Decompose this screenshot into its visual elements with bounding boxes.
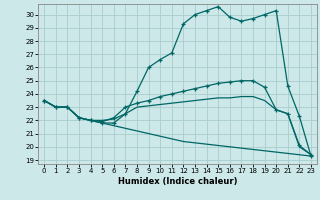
X-axis label: Humidex (Indice chaleur): Humidex (Indice chaleur) [118,177,237,186]
